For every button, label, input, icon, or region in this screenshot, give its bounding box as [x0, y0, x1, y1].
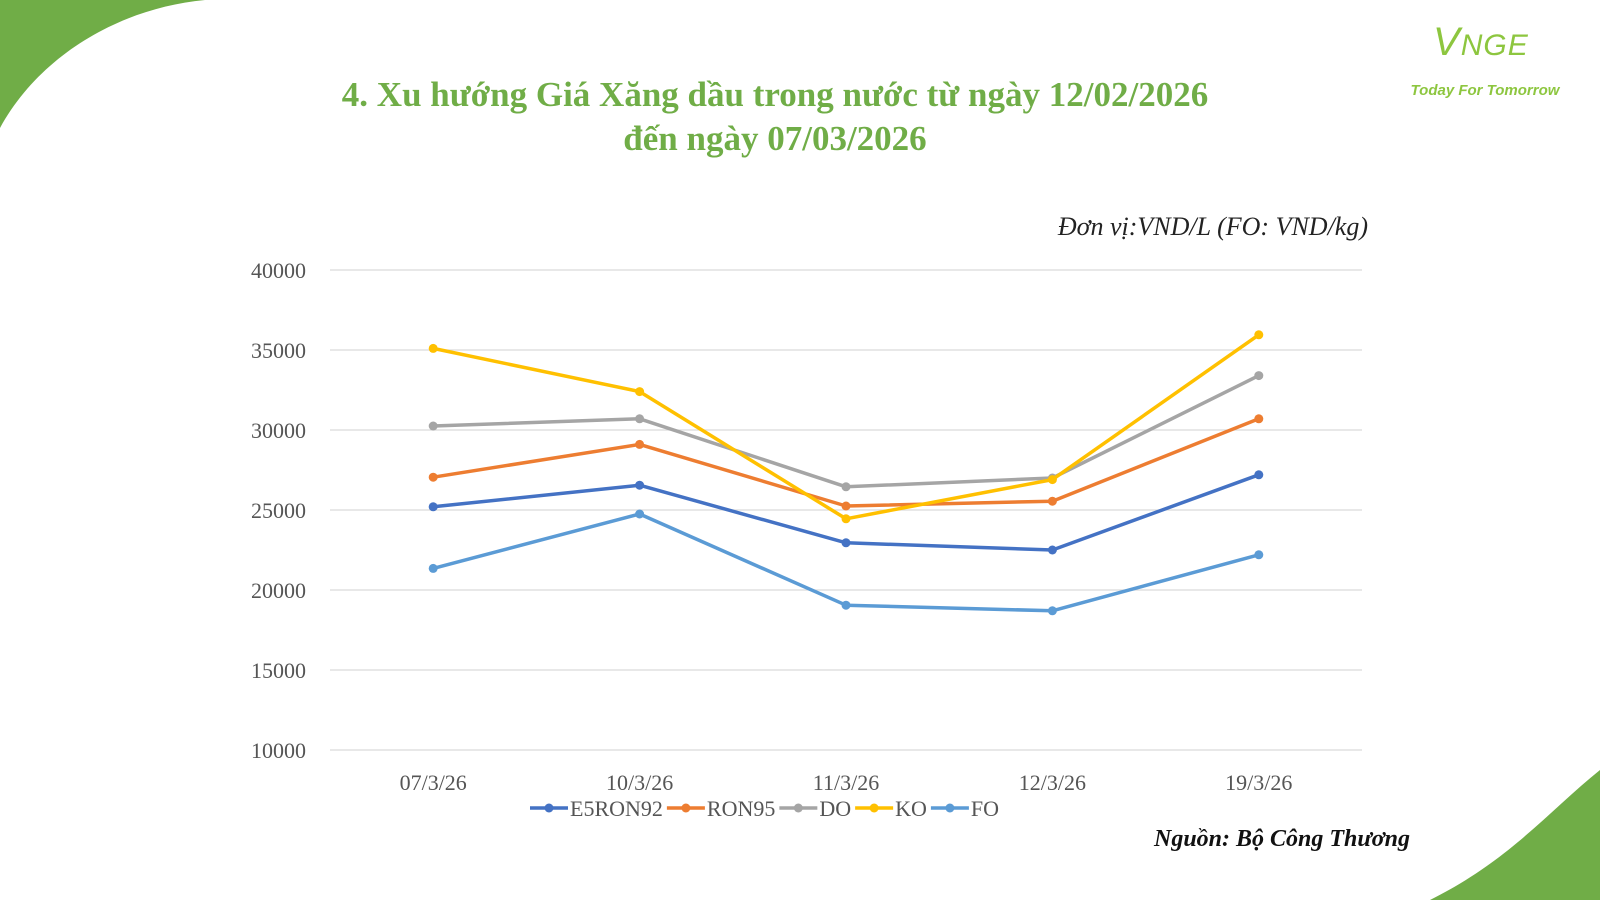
- logo-mark: VNGE: [1433, 20, 1529, 65]
- y-tick-label: 40000: [251, 258, 306, 283]
- company-logo: VNGE Today For Tomorrow: [1395, 18, 1575, 108]
- data-point: [428, 421, 438, 431]
- data-point: [428, 563, 438, 573]
- series-lines: [428, 330, 1264, 616]
- x-tick-label: 11/3/26: [813, 770, 879, 795]
- legend-label: FO: [971, 796, 999, 821]
- legend-item: KO: [855, 796, 927, 821]
- data-point: [428, 502, 438, 512]
- legend-marker: [945, 803, 955, 813]
- legend-marker: [544, 803, 554, 813]
- data-point: [841, 600, 851, 610]
- legend: E5RON92 RON95 DO KO FO: [530, 796, 999, 821]
- legend-item: RON95: [666, 796, 775, 821]
- gridlines: [330, 269, 1362, 751]
- data-point: [1254, 371, 1264, 381]
- data-point: [635, 387, 645, 397]
- y-tick-label: 15000: [251, 658, 306, 683]
- data-point: [635, 439, 645, 449]
- y-axis-ticks: 10000 15000 20000 25000 30000 35000 40000: [251, 258, 306, 763]
- data-point: [841, 501, 851, 511]
- data-point: [841, 538, 851, 548]
- logo-mark-letter: V: [1433, 20, 1461, 64]
- series-ron95: [428, 414, 1264, 511]
- x-axis-ticks: 07/3/26 10/3/26 11/3/26 12/3/26 19/3/26: [400, 770, 1293, 795]
- data-point: [1254, 414, 1264, 424]
- x-tick-label: 07/3/26: [400, 770, 467, 795]
- series-e5ron92: [428, 470, 1264, 555]
- legend-marker: [793, 803, 803, 813]
- source-note: Nguồn: Bộ Công Thương: [1154, 826, 1410, 852]
- data-point: [841, 514, 851, 524]
- y-tick-label: 30000: [251, 418, 306, 443]
- logo-tagline: Today For Tomorrow: [1410, 82, 1560, 99]
- data-point: [1254, 330, 1264, 340]
- y-tick-label: 20000: [251, 578, 306, 603]
- legend-marker: [869, 803, 879, 813]
- data-point: [1047, 545, 1057, 555]
- series-fo: [428, 509, 1264, 616]
- x-tick-label: 19/3/26: [1225, 770, 1292, 795]
- corner-decoration-top-left: [0, 0, 205, 128]
- legend-label: DO: [819, 796, 851, 821]
- x-tick-label: 10/3/26: [606, 770, 673, 795]
- legend-item: E5RON92: [530, 796, 663, 821]
- data-point: [1047, 475, 1057, 485]
- page-title-line-2: đến ngày 07/03/2026: [623, 119, 927, 158]
- series-line: [431, 512, 1261, 613]
- data-point: [841, 482, 851, 492]
- data-point: [1047, 496, 1057, 506]
- x-tick-label: 12/3/26: [1019, 770, 1086, 795]
- unit-note: Đơn vị:VND/L (FO: VND/kg): [1057, 212, 1368, 241]
- y-tick-label: 10000: [251, 738, 306, 763]
- data-point: [428, 472, 438, 482]
- series-do: [428, 371, 1264, 492]
- legend-item: FO: [930, 796, 999, 821]
- logo-mark-text: NGE: [1460, 29, 1529, 62]
- data-point: [635, 480, 645, 490]
- data-point: [635, 509, 645, 519]
- legend-marker: [681, 803, 691, 813]
- data-point: [1047, 606, 1057, 616]
- data-point: [1254, 470, 1264, 480]
- y-tick-label: 25000: [251, 498, 306, 523]
- corner-decoration-bottom-right: [1430, 770, 1600, 900]
- legend-label: E5RON92: [570, 796, 663, 821]
- data-point: [1254, 550, 1264, 560]
- data-point: [635, 414, 645, 424]
- y-tick-label: 35000: [251, 338, 306, 363]
- legend-label: KO: [895, 796, 927, 821]
- legend-item: DO: [779, 796, 851, 821]
- series-ko: [428, 330, 1264, 524]
- legend-label: RON95: [707, 796, 775, 821]
- page-title-line-1: 4. Xu hướng Giá Xăng dầu trong nước từ n…: [341, 75, 1209, 114]
- data-point: [428, 343, 438, 353]
